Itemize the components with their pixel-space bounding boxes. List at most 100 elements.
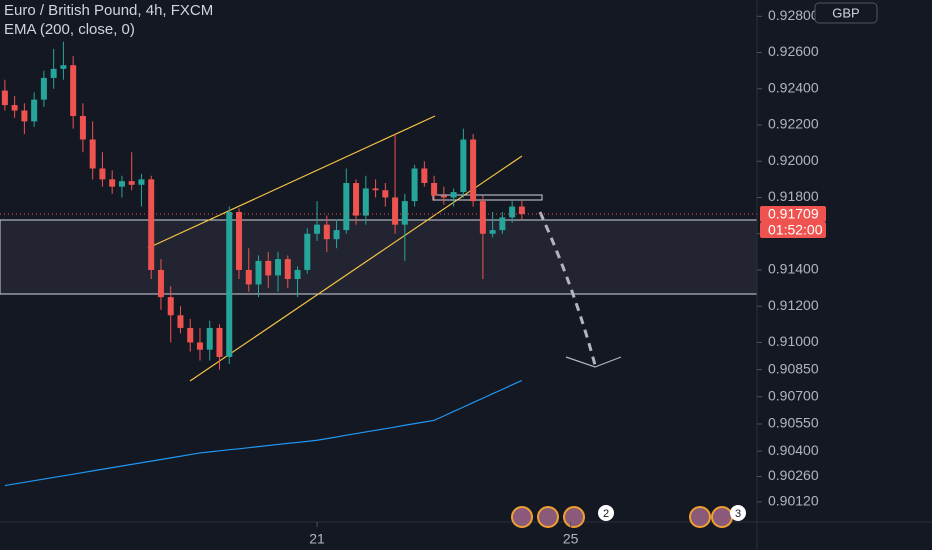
- currency-label: GBP: [832, 5, 859, 20]
- y-tick-label: 0.90120: [768, 493, 819, 509]
- candle-body: [284, 259, 291, 280]
- candle-body: [411, 168, 418, 202]
- events: 2 3: [511, 505, 746, 528]
- y-tick-label: 0.91400: [768, 261, 819, 277]
- y-tick-label: 0.90850: [768, 360, 819, 376]
- event-flag: [711, 506, 733, 528]
- candle-body: [89, 139, 96, 169]
- event-count-badge: [598, 505, 614, 521]
- candle-body: [255, 260, 262, 285]
- candle-body: [499, 217, 506, 231]
- y-tick-label: 0.92200: [768, 116, 819, 132]
- y-tick-label: 0.92400: [768, 79, 819, 95]
- candle-body: [245, 269, 252, 285]
- y-tick-label: 0.91800: [768, 188, 819, 204]
- candle-body: [128, 181, 135, 185]
- candle-body: [99, 168, 106, 180]
- candle-body: [440, 195, 447, 198]
- y-tick-label: 0.90550: [768, 415, 819, 431]
- candle-body: [79, 115, 86, 140]
- channel-lower-line: [189, 155, 523, 382]
- x-tick-label: 25: [563, 531, 579, 547]
- candle-body: [177, 315, 184, 328]
- candle-body: [60, 65, 67, 69]
- candle-body: [21, 110, 28, 122]
- candle-body: [226, 211, 233, 357]
- candle-body: [138, 179, 145, 185]
- y-tick-label: 0.90260: [768, 467, 819, 483]
- candle-body: [509, 206, 516, 218]
- y-tick-label: 0.92800: [768, 7, 819, 23]
- candle-body: [236, 211, 243, 270]
- candle-body: [109, 179, 116, 187]
- candle-body: [31, 99, 38, 122]
- chart-title: Euro / British Pound, 4h, FXCM: [4, 2, 213, 19]
- candle-body: [450, 192, 457, 198]
- last-price-label: 0.91709: [768, 206, 819, 222]
- candle-body: [518, 206, 525, 214]
- candle-body: [265, 260, 272, 276]
- candle-body: [333, 230, 340, 240]
- candle-body: [314, 224, 321, 234]
- event-flag: [689, 506, 711, 528]
- candle-body: [275, 259, 282, 276]
- candle-body: [216, 327, 223, 357]
- candle-body: [353, 182, 360, 216]
- candle-body: [1, 90, 8, 106]
- indicator-label: EMA (200, close, 0): [4, 21, 135, 38]
- candle-body: [167, 297, 174, 316]
- event-count: 2: [603, 508, 609, 520]
- x-tick-label: 21: [309, 531, 325, 547]
- y-tick-label: 0.91200: [768, 297, 819, 313]
- candle-body: [343, 182, 350, 231]
- countdown-badge: [760, 221, 826, 238]
- candle-body: [50, 68, 57, 78]
- event-count-badge: [730, 505, 746, 521]
- candle-body: [157, 269, 164, 298]
- countdown-label: 01:52:00: [768, 222, 823, 238]
- zone-rectangle: [0, 219, 758, 295]
- candle-body: [372, 188, 379, 191]
- ema-line: [4, 379, 523, 487]
- candle-body: [294, 269, 301, 280]
- candle-body: [323, 224, 330, 240]
- candle-body: [470, 139, 477, 202]
- plot-area: [0, 41, 758, 487]
- candle-body: [392, 197, 399, 225]
- candle-body: [196, 342, 203, 350]
- candle-body: [382, 190, 389, 198]
- candle-body: [431, 182, 438, 196]
- candle-body: [206, 327, 213, 350]
- y-tick-label: 0.90700: [768, 387, 819, 403]
- level-box: [432, 194, 543, 201]
- event-flag: [537, 506, 559, 528]
- currency-badge: [814, 2, 878, 24]
- candle-body: [421, 168, 428, 183]
- candle-body: [362, 188, 369, 216]
- event-flag: [511, 506, 533, 528]
- y-tick-label: 0.91000: [768, 333, 819, 349]
- candle-body: [40, 77, 47, 100]
- candle-body: [304, 233, 311, 270]
- candle-body: [489, 230, 496, 234]
- candle-body: [460, 139, 467, 193]
- arrow-head: [565, 356, 622, 368]
- candle-body: [479, 201, 486, 234]
- y-tick-label: 0.90400: [768, 442, 819, 458]
- event-flag: [563, 506, 585, 528]
- last-price-badge: [760, 205, 826, 222]
- y-tick-label: 0.92000: [768, 152, 819, 168]
- candle-body: [11, 105, 18, 111]
- candle-body: [187, 327, 194, 343]
- candle-body: [70, 65, 77, 116]
- candle-body: [118, 181, 125, 187]
- candle-body: [401, 201, 408, 225]
- channel-upper-line: [147, 115, 436, 249]
- event-count: 3: [735, 508, 741, 520]
- y-tick-label: 0.92600: [768, 43, 819, 59]
- candle-body: [148, 179, 155, 270]
- projection-arrow: [538, 211, 597, 366]
